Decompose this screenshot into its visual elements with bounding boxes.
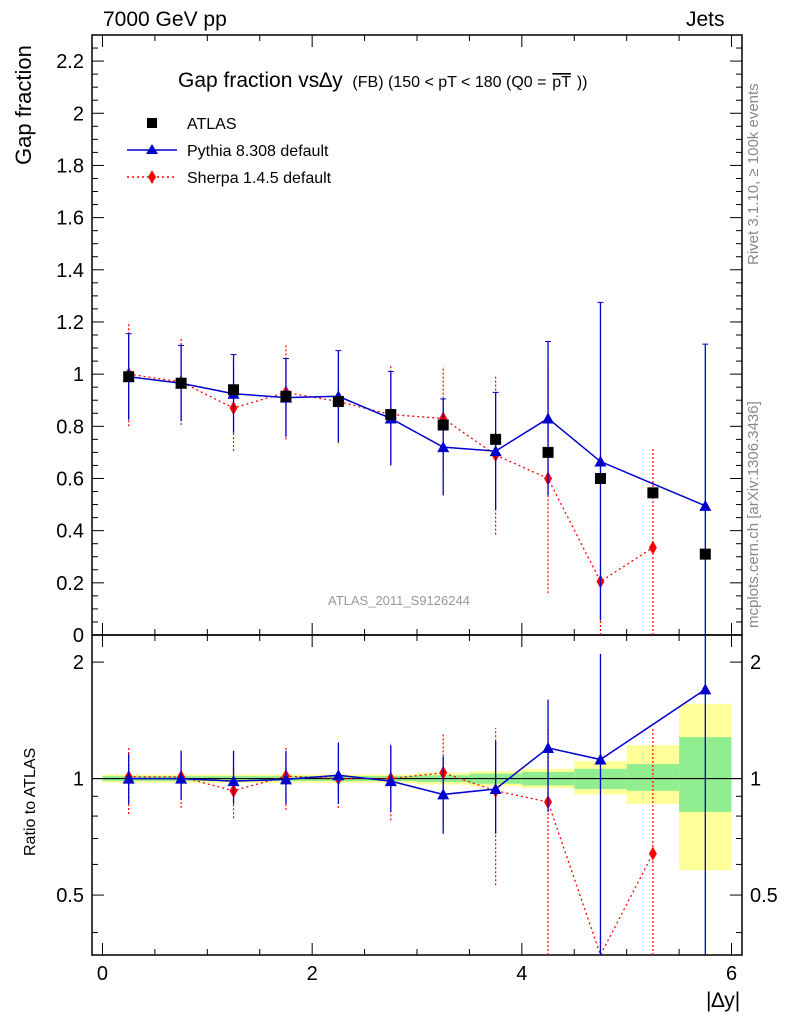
y-tick-label-main: 0 — [73, 625, 84, 647]
pythia-ratio-point — [437, 788, 450, 800]
legend-title-ptbar: pT — [552, 74, 571, 91]
y-tick-label-main: 0.4 — [56, 521, 84, 543]
pythia-ratio-point — [332, 769, 345, 781]
y-tick-label-ratio-right: 1 — [750, 769, 761, 791]
atlas-data-point — [699, 548, 711, 560]
y-tick-label-main: 1 — [73, 364, 84, 386]
legend-sherpa-marker — [148, 170, 156, 184]
y-tick-label-main: 0.6 — [56, 468, 84, 490]
x-tick-label: 4 — [516, 963, 527, 985]
sherpa-ratio-point — [648, 846, 657, 861]
atlas-data-point — [594, 472, 606, 484]
pythia-point — [489, 445, 502, 457]
x-axis-label: |∆y| — [706, 989, 740, 1012]
y-tick-label-main: 1.4 — [56, 260, 84, 282]
header-left-label: 7000 GeV pp — [103, 8, 227, 31]
pythia-point — [699, 499, 712, 511]
pythia-ratio-point — [175, 772, 188, 784]
legend-pythia-marker — [146, 144, 158, 154]
sherpa-point — [648, 540, 657, 555]
y-tick-label-main: 1.2 — [56, 312, 84, 334]
y-tick-label-ratio-right: 2 — [750, 652, 761, 674]
pythia-ratio-point — [227, 775, 240, 787]
header-right-label: Jets — [686, 8, 725, 31]
y-tick-label-ratio: 2 — [73, 652, 84, 674]
y-tick-label-main: 2 — [73, 103, 84, 125]
y-tick-label-main: 1.6 — [56, 208, 84, 230]
pythia-ratio-point — [279, 773, 292, 785]
pythia-point — [542, 412, 555, 424]
legend-title-end: )) — [577, 74, 588, 91]
atlas-data-point — [332, 396, 344, 408]
atlas-data-point — [647, 487, 659, 499]
analysis-watermark: ATLAS_2011_S9126244 — [328, 593, 470, 608]
atlas-data-point — [175, 377, 187, 389]
sherpa-line — [128, 373, 654, 583]
pythia-ratio-point — [542, 741, 555, 753]
legend-entry-sherpa: Sherpa 1.4.5 default — [187, 170, 332, 187]
y-tick-label-main: 0.2 — [56, 573, 84, 595]
y-tick-label-ratio-right: 0.5 — [750, 885, 778, 907]
pythia-point — [594, 455, 607, 467]
legend: Gap fraction vs∆y (FB) (150 < pT < 180 (… — [127, 69, 587, 187]
legend-title-sub: (FB) (150 < pT < 180 (Q0 = — [352, 74, 546, 91]
pythia-ratio-point — [594, 753, 607, 765]
atlas-data-point — [123, 371, 135, 383]
y-tick-label-ratio: 1 — [73, 769, 84, 791]
legend-atlas-marker — [147, 118, 157, 128]
pythia-ratio-point — [122, 772, 135, 784]
atlas-data-point — [280, 390, 292, 402]
legend-entry-pythia: Pythia 8.308 default — [187, 143, 329, 160]
legend-title-main: Gap fraction vs∆y — [178, 69, 343, 92]
atlas-data-point — [490, 433, 502, 445]
x-tick-label: 2 — [307, 963, 318, 985]
y-tick-label-main: 2.2 — [56, 51, 84, 73]
atlas-data-point — [385, 409, 397, 421]
x-tick-label: 6 — [726, 963, 737, 985]
pythia-ratio-point — [384, 775, 397, 787]
legend-entry-atlas: ATLAS — [187, 116, 237, 133]
atlas-data-point — [228, 384, 240, 396]
atlas-data-point — [542, 446, 554, 458]
y-tick-label-ratio: 0.5 — [56, 885, 84, 907]
y-tick-label-main: 0.8 — [56, 416, 84, 438]
pythia-point — [437, 441, 450, 453]
pythia-ratio-point — [699, 683, 712, 695]
atlas-data-point — [437, 419, 449, 431]
pythia-line — [128, 375, 706, 507]
y-tick-label-main: 1.8 — [56, 155, 84, 177]
svg-text:Gap fraction vs∆y (FB) (: Gap fraction vs∆y (FB) (150 < pT < 180 (… — [178, 69, 587, 92]
pythia-ratio-point — [489, 782, 502, 794]
x-tick-label: 0 — [97, 963, 108, 985]
